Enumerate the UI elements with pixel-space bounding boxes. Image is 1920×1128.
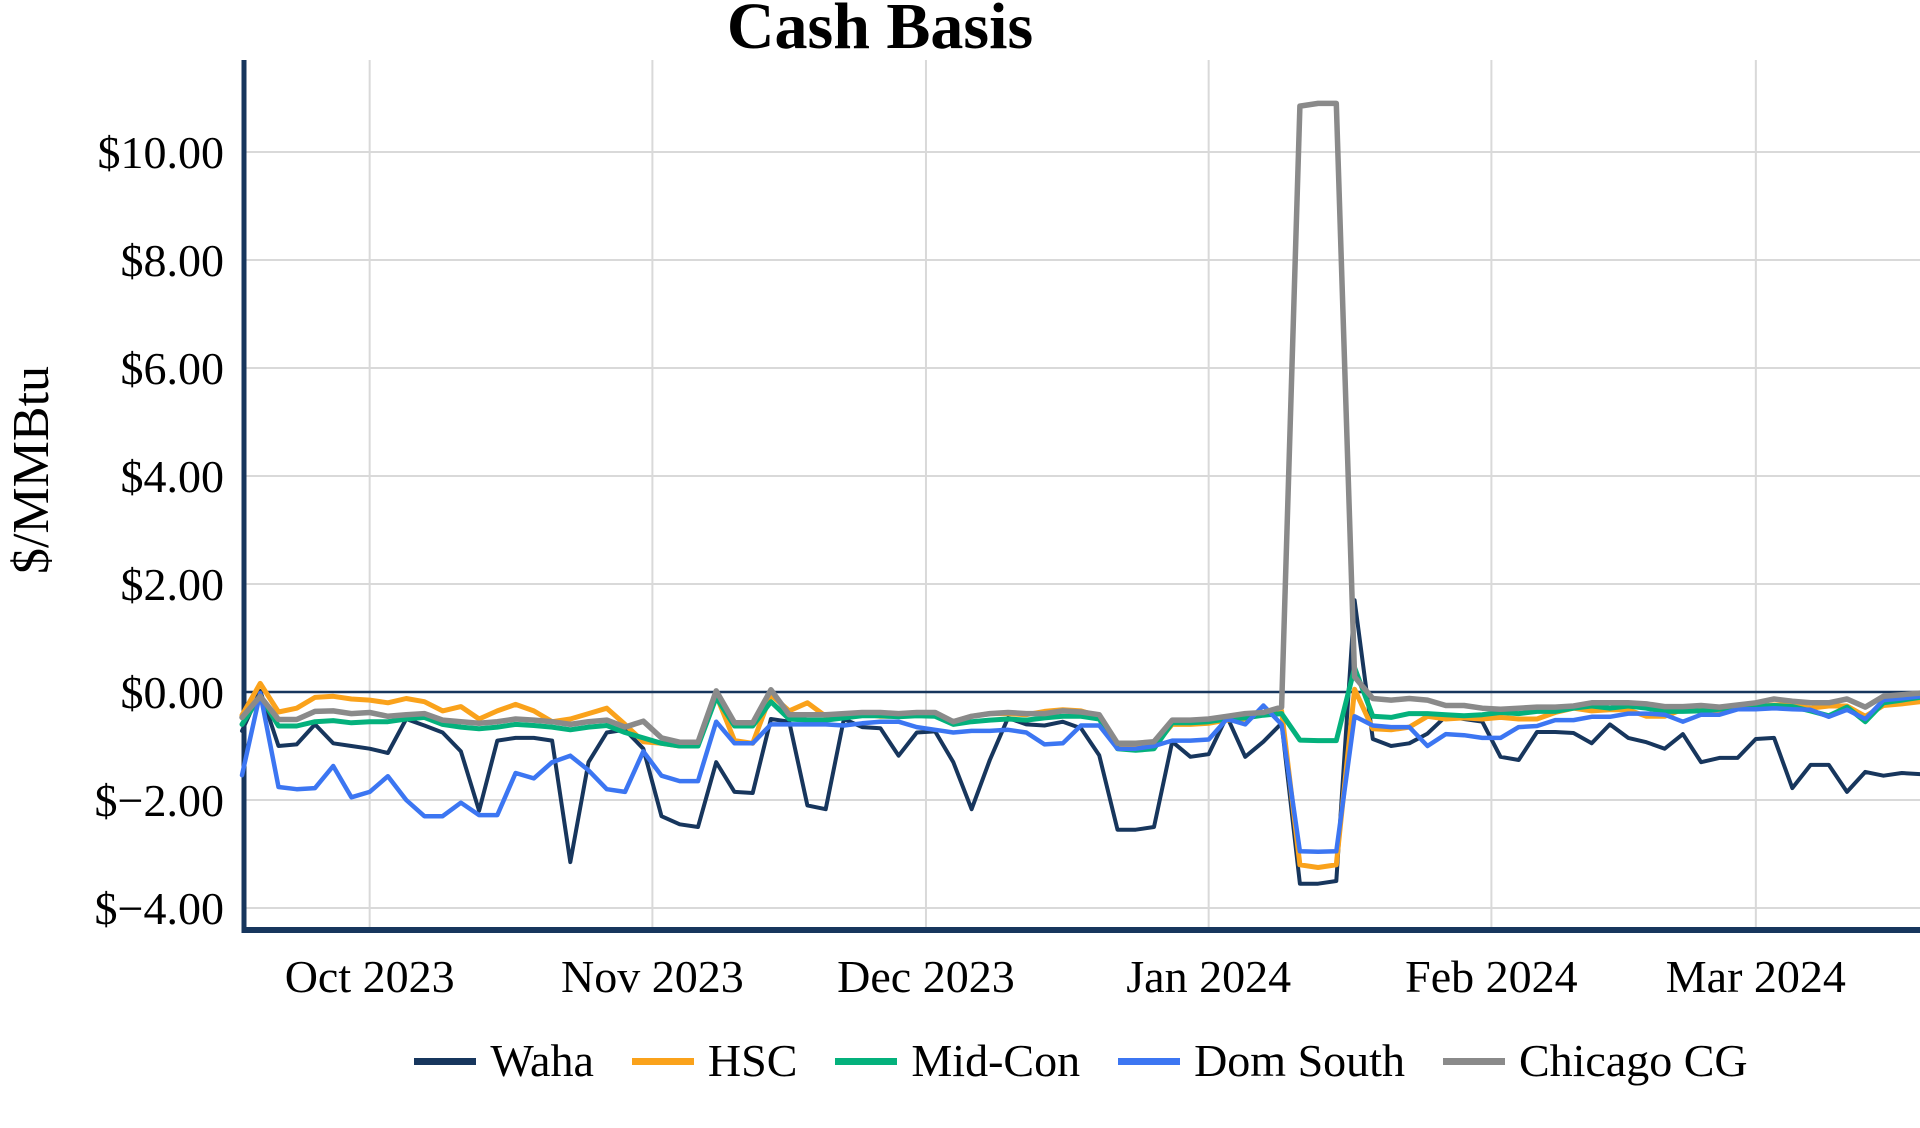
legend-label: Mid-Con	[911, 1035, 1081, 1086]
legend-swatch-icon	[1118, 1057, 1181, 1065]
legend-swatch-icon	[631, 1057, 694, 1065]
y-tick-label: $0.00	[121, 667, 225, 718]
legend-label: Dom South	[1194, 1035, 1405, 1086]
series-lines	[239, 100, 1920, 886]
y-tick-label: $10.00	[98, 127, 225, 178]
legend-swatch-icon	[835, 1057, 898, 1065]
x-tick-label: Jan 2024	[1126, 951, 1291, 1002]
x-tick-label: Nov 2023	[561, 951, 744, 1002]
y-tick-label: $4.00	[121, 451, 225, 502]
legend-label: HSC	[707, 1035, 798, 1086]
x-tick-label: Oct 2023	[285, 951, 455, 1002]
chart-title: Cash Basis	[727, 0, 1033, 63]
y-tick-label: $6.00	[121, 343, 225, 394]
x-tick-label: Feb 2024	[1405, 951, 1578, 1002]
axis-tick-labels: $10.00 $8.00 $6.00 $4.00 $2.00 $0.00 $−2.00 $−4…	[95, 127, 1846, 1002]
legend-swatch-icon	[414, 1057, 477, 1065]
x-tick-label: Dec 2023	[837, 951, 1015, 1002]
legend-item-chicago-cg: Chicago CG	[1442, 1035, 1748, 1087]
y-tick-label: $2.00	[121, 559, 225, 610]
legend-label: Chicago CG	[1518, 1035, 1748, 1086]
legend-item-hsc: HSC	[631, 1035, 798, 1087]
chart-legend: Waha HSC Mid-Con Dom South Chicago CG	[242, 1035, 1920, 1087]
legend-item-dom-south: Dom South	[1118, 1035, 1405, 1087]
axes	[241, 60, 1920, 933]
y-tick-label: $−4.00	[95, 883, 224, 934]
y-tick-label: $−2.00	[95, 775, 224, 826]
series-line-mid-con	[239, 665, 1920, 753]
legend-swatch-icon	[1442, 1057, 1505, 1065]
y-axis-title: $/MMBtu	[3, 366, 60, 574]
legend-label: Waha	[490, 1035, 594, 1086]
y-tick-label: $8.00	[121, 235, 225, 286]
series-line-dom-south	[239, 690, 1920, 855]
legend-item-waha: Waha	[414, 1035, 594, 1087]
series-line-waha	[240, 598, 1920, 886]
gridlines	[242, 60, 1920, 930]
legend-item-mid-con: Mid-Con	[835, 1035, 1081, 1087]
x-tick-label: Mar 2024	[1666, 951, 1846, 1002]
series-line-chicago-cg	[239, 100, 1920, 747]
